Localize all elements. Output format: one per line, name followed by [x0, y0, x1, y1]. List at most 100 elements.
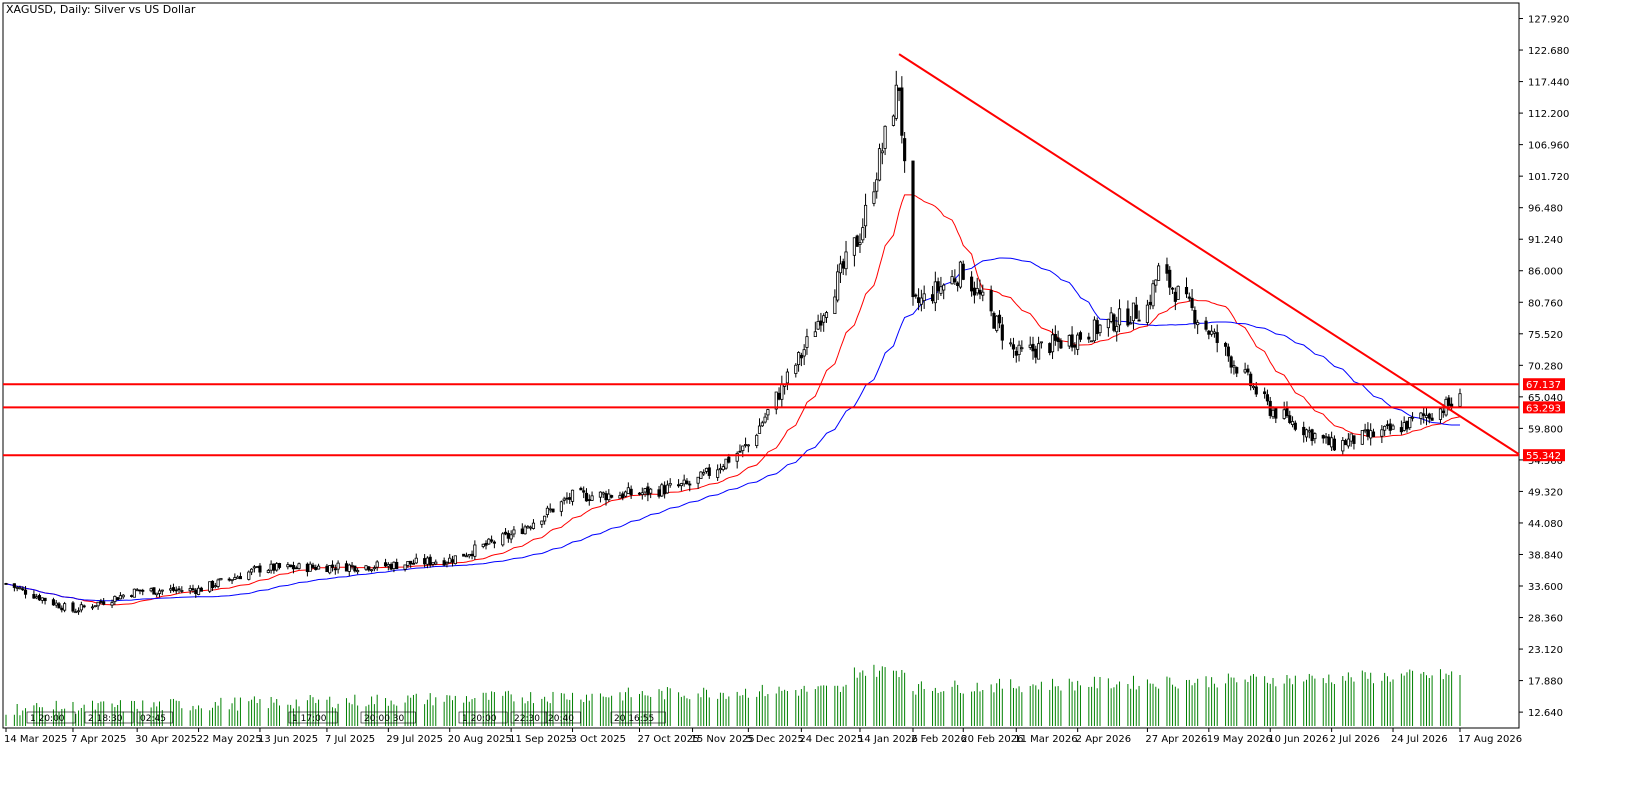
y-tick-label: 70.280	[1528, 361, 1563, 372]
candle-body	[333, 568, 337, 571]
candle	[1405, 420, 1409, 433]
candle-body	[1290, 421, 1295, 425]
candle	[894, 70, 898, 121]
candle	[344, 560, 349, 572]
candle	[900, 76, 904, 144]
candle-body	[1371, 431, 1376, 437]
candle-body	[900, 87, 904, 136]
candle	[1430, 413, 1434, 421]
volume-label-box	[136, 711, 173, 724]
candle	[1154, 279, 1158, 293]
y-tick-label: 96.480	[1528, 204, 1563, 215]
volume-label: 20:00 30	[364, 714, 405, 724]
candle-body	[688, 483, 692, 486]
candle-body	[1302, 426, 1306, 436]
candle-body	[1059, 340, 1063, 349]
candle-body	[1274, 407, 1278, 419]
candle-body	[395, 561, 399, 570]
candle	[286, 562, 290, 570]
candle-body	[258, 565, 262, 573]
candle-body	[99, 600, 103, 603]
candle	[255, 566, 259, 569]
x-tick-label: 7 Jul 2025	[325, 734, 375, 745]
candle-body	[1288, 415, 1292, 423]
candle	[118, 592, 122, 600]
candle-body	[255, 566, 259, 569]
candle	[1184, 277, 1189, 298]
candle	[1168, 266, 1172, 295]
candle-body	[797, 352, 801, 366]
candle-body	[995, 315, 999, 331]
candle-body	[32, 594, 36, 599]
candle-body	[953, 278, 957, 283]
candle-body	[76, 610, 81, 613]
candle-body	[1313, 433, 1317, 440]
moving-average-line	[5, 194, 1461, 606]
candle-body	[57, 603, 61, 609]
candle-body	[116, 597, 120, 601]
y-tick-label: 59.800	[1528, 424, 1563, 435]
candle-body	[325, 565, 329, 573]
candle-body	[1176, 285, 1180, 300]
candle	[704, 467, 709, 474]
candle	[774, 391, 778, 415]
candle-body	[356, 570, 360, 573]
candle	[640, 487, 644, 500]
candle-body	[1327, 436, 1331, 446]
candle	[688, 480, 692, 492]
y-tick-label: 17.880	[1528, 677, 1563, 688]
candle	[208, 581, 212, 593]
candle	[824, 310, 829, 323]
candle-body	[1204, 320, 1208, 330]
candle-body	[1207, 330, 1211, 335]
candle	[79, 601, 83, 613]
candle	[177, 586, 181, 594]
candle-body	[82, 605, 86, 608]
candle-body	[1249, 373, 1253, 387]
x-tick-label: 10 Jun 2026	[1268, 734, 1328, 745]
candle	[1126, 300, 1130, 328]
candle	[411, 559, 416, 565]
candle-body	[1087, 336, 1091, 340]
candle-body	[1293, 422, 1297, 430]
candle-body	[51, 599, 56, 606]
candle-body	[649, 488, 653, 494]
candle	[1112, 313, 1116, 333]
candle-body	[1000, 324, 1004, 341]
candle	[462, 553, 466, 557]
candle-body	[1165, 264, 1169, 274]
candle-body	[735, 452, 739, 462]
candle-body	[548, 508, 552, 511]
candle-body	[1215, 332, 1219, 343]
candle-body	[132, 588, 136, 598]
candle	[956, 281, 960, 292]
y-tick-label: 122.680	[1528, 46, 1569, 57]
y-tick-label: 44.080	[1528, 519, 1563, 530]
candle	[958, 260, 963, 289]
candle	[766, 408, 770, 421]
candle	[936, 277, 940, 301]
candle-body	[766, 409, 770, 416]
candle-body	[138, 589, 142, 592]
candle-body	[434, 561, 438, 565]
candle	[1310, 428, 1314, 446]
candle	[51, 597, 56, 606]
candle	[1321, 434, 1325, 444]
candle-body	[1422, 413, 1426, 416]
candle	[629, 485, 633, 499]
candle-body	[813, 331, 817, 337]
candle	[1282, 401, 1286, 420]
candle-body	[1441, 410, 1445, 413]
candle-body	[1405, 420, 1409, 430]
candle	[216, 578, 220, 589]
candle-body	[118, 595, 122, 600]
candle-body	[1330, 437, 1334, 448]
candle-body	[531, 522, 536, 529]
candle-body	[863, 204, 868, 227]
candle-body	[1048, 343, 1052, 354]
candle-body	[1117, 308, 1122, 326]
candle	[1226, 343, 1230, 362]
candle-body	[473, 544, 477, 557]
